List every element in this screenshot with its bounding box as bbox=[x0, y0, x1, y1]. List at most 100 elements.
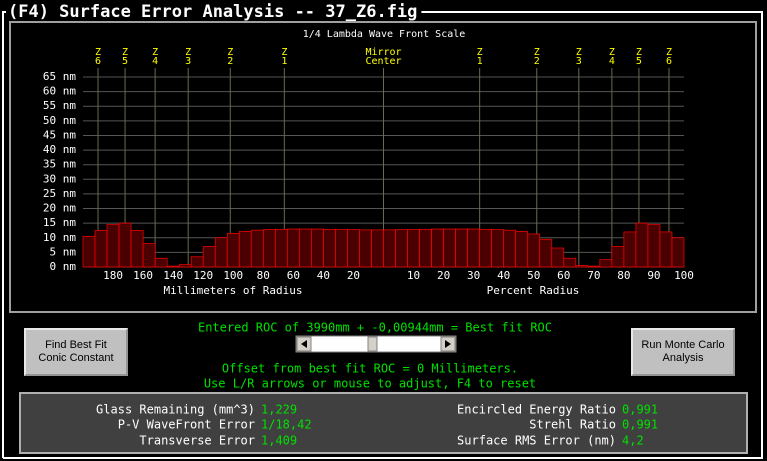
bar bbox=[407, 229, 420, 268]
chart-subtitle: 1/4 Lambda Wave Front Scale bbox=[303, 29, 466, 40]
scrollbar[interactable] bbox=[295, 335, 457, 353]
bar bbox=[82, 235, 96, 268]
zone-label: Z bbox=[477, 47, 483, 58]
result-label: P-V WaveFront Error bbox=[118, 418, 255, 432]
button[interactable]: Find Best Fit Conic Constant bbox=[24, 328, 128, 376]
bar bbox=[118, 222, 132, 268]
bar bbox=[491, 229, 505, 268]
y-tick-label: 65 nm bbox=[43, 70, 76, 83]
y-tick-label: 10 nm bbox=[43, 231, 76, 244]
x-tick-label: 80 bbox=[257, 269, 270, 282]
zone-number: 1 bbox=[477, 56, 483, 67]
bar bbox=[142, 243, 156, 268]
x-tick-label: 60 bbox=[287, 269, 300, 282]
y-tick-label: 15 nm bbox=[43, 216, 76, 229]
y-tick-label: 35 nm bbox=[43, 158, 76, 171]
bar bbox=[467, 228, 481, 268]
button[interactable]: Run Monte Carlo Analysis bbox=[631, 328, 735, 376]
zone-label: Z bbox=[534, 47, 540, 58]
bar bbox=[371, 229, 384, 268]
zone-label: Z bbox=[636, 47, 642, 58]
x-tick-label: 160 bbox=[133, 269, 153, 282]
bar bbox=[250, 229, 264, 268]
bar bbox=[647, 224, 661, 268]
x-tick-label: 100 bbox=[674, 269, 694, 282]
bar bbox=[623, 231, 637, 268]
result-value: 1,409 bbox=[261, 434, 297, 448]
result-label: Glass Remaining (mm^3) bbox=[96, 403, 255, 417]
zone-number: 6 bbox=[666, 56, 672, 67]
bar bbox=[479, 228, 493, 268]
x-tick-label: 20 bbox=[347, 269, 360, 282]
zone-number: 4 bbox=[152, 56, 158, 67]
x-tick-label: 120 bbox=[193, 269, 213, 282]
result-label: Encircled Energy Ratio bbox=[457, 403, 616, 417]
bar bbox=[383, 229, 396, 268]
zone-number: 5 bbox=[122, 56, 128, 67]
x-tick-label: 40 bbox=[317, 269, 330, 282]
x-tick-label: 80 bbox=[617, 269, 630, 282]
roc-text: Entered ROC of 3990mm + -0,00944mm = Bes… bbox=[198, 321, 552, 335]
zone-label: Z bbox=[576, 47, 582, 58]
result-label: Transverse Error bbox=[139, 434, 255, 448]
x-axis-label: Millimeters of Radius bbox=[163, 284, 302, 297]
result-value: 0,991 bbox=[622, 418, 658, 432]
bar bbox=[527, 233, 541, 268]
x-tick-label: 30 bbox=[467, 269, 480, 282]
zone-number: 3 bbox=[576, 56, 582, 67]
bar bbox=[286, 228, 300, 268]
offset-text: Offset from best fit ROC = 0 Millimeters… bbox=[222, 362, 518, 376]
result-value: 0,991 bbox=[622, 403, 658, 417]
x-tick-label: 180 bbox=[103, 269, 123, 282]
bar bbox=[166, 265, 180, 268]
y-tick-label: 5 nm bbox=[50, 245, 77, 258]
zone-label: Z bbox=[227, 47, 233, 58]
arrow-icon bbox=[301, 340, 307, 348]
zone-number: 4 bbox=[609, 56, 615, 67]
x-tick-label: 100 bbox=[223, 269, 243, 282]
zone-number: 6 bbox=[95, 56, 101, 67]
x-tick-label: 40 bbox=[497, 269, 510, 282]
zone-number: 2 bbox=[534, 56, 540, 67]
bar bbox=[551, 247, 565, 268]
result-label: Surface RMS Error (nm) bbox=[457, 434, 616, 448]
bar bbox=[214, 237, 228, 268]
x-tick-label: 140 bbox=[163, 269, 183, 282]
bar bbox=[455, 228, 468, 268]
y-tick-label: 60 nm bbox=[43, 85, 76, 98]
bar bbox=[395, 229, 408, 268]
y-tick-label: 20 nm bbox=[43, 202, 76, 215]
y-tick-label: 25 nm bbox=[43, 187, 76, 200]
bar bbox=[587, 265, 601, 268]
y-tick-label: 55 nm bbox=[43, 99, 76, 112]
arrow-icon bbox=[445, 340, 451, 348]
bar bbox=[202, 246, 216, 268]
y-tick-label: 30 nm bbox=[43, 172, 76, 185]
bar bbox=[130, 230, 144, 268]
zone-label: Z bbox=[95, 47, 101, 58]
bar bbox=[599, 259, 613, 268]
result-label: Strehl Ratio bbox=[529, 418, 616, 432]
bar bbox=[611, 246, 625, 268]
scroll-thumb[interactable] bbox=[367, 336, 378, 352]
bar bbox=[575, 265, 589, 268]
zone-number: 1 bbox=[281, 56, 287, 67]
bar bbox=[226, 233, 240, 268]
bar bbox=[503, 229, 517, 268]
bar bbox=[635, 222, 649, 268]
bar bbox=[431, 228, 444, 268]
bar bbox=[359, 229, 372, 268]
y-tick-label: 50 nm bbox=[43, 114, 76, 127]
bar bbox=[106, 224, 120, 268]
x-tick-label: 20 bbox=[437, 269, 450, 282]
result-value: 1,229 bbox=[261, 403, 297, 417]
bar bbox=[515, 230, 529, 268]
center-label: Mirror bbox=[365, 47, 401, 58]
bar bbox=[311, 228, 324, 268]
bar bbox=[190, 256, 204, 268]
bar bbox=[671, 237, 685, 268]
bar bbox=[443, 228, 456, 268]
x-tick-label: 90 bbox=[647, 269, 660, 282]
zone-label: Z bbox=[152, 47, 158, 58]
